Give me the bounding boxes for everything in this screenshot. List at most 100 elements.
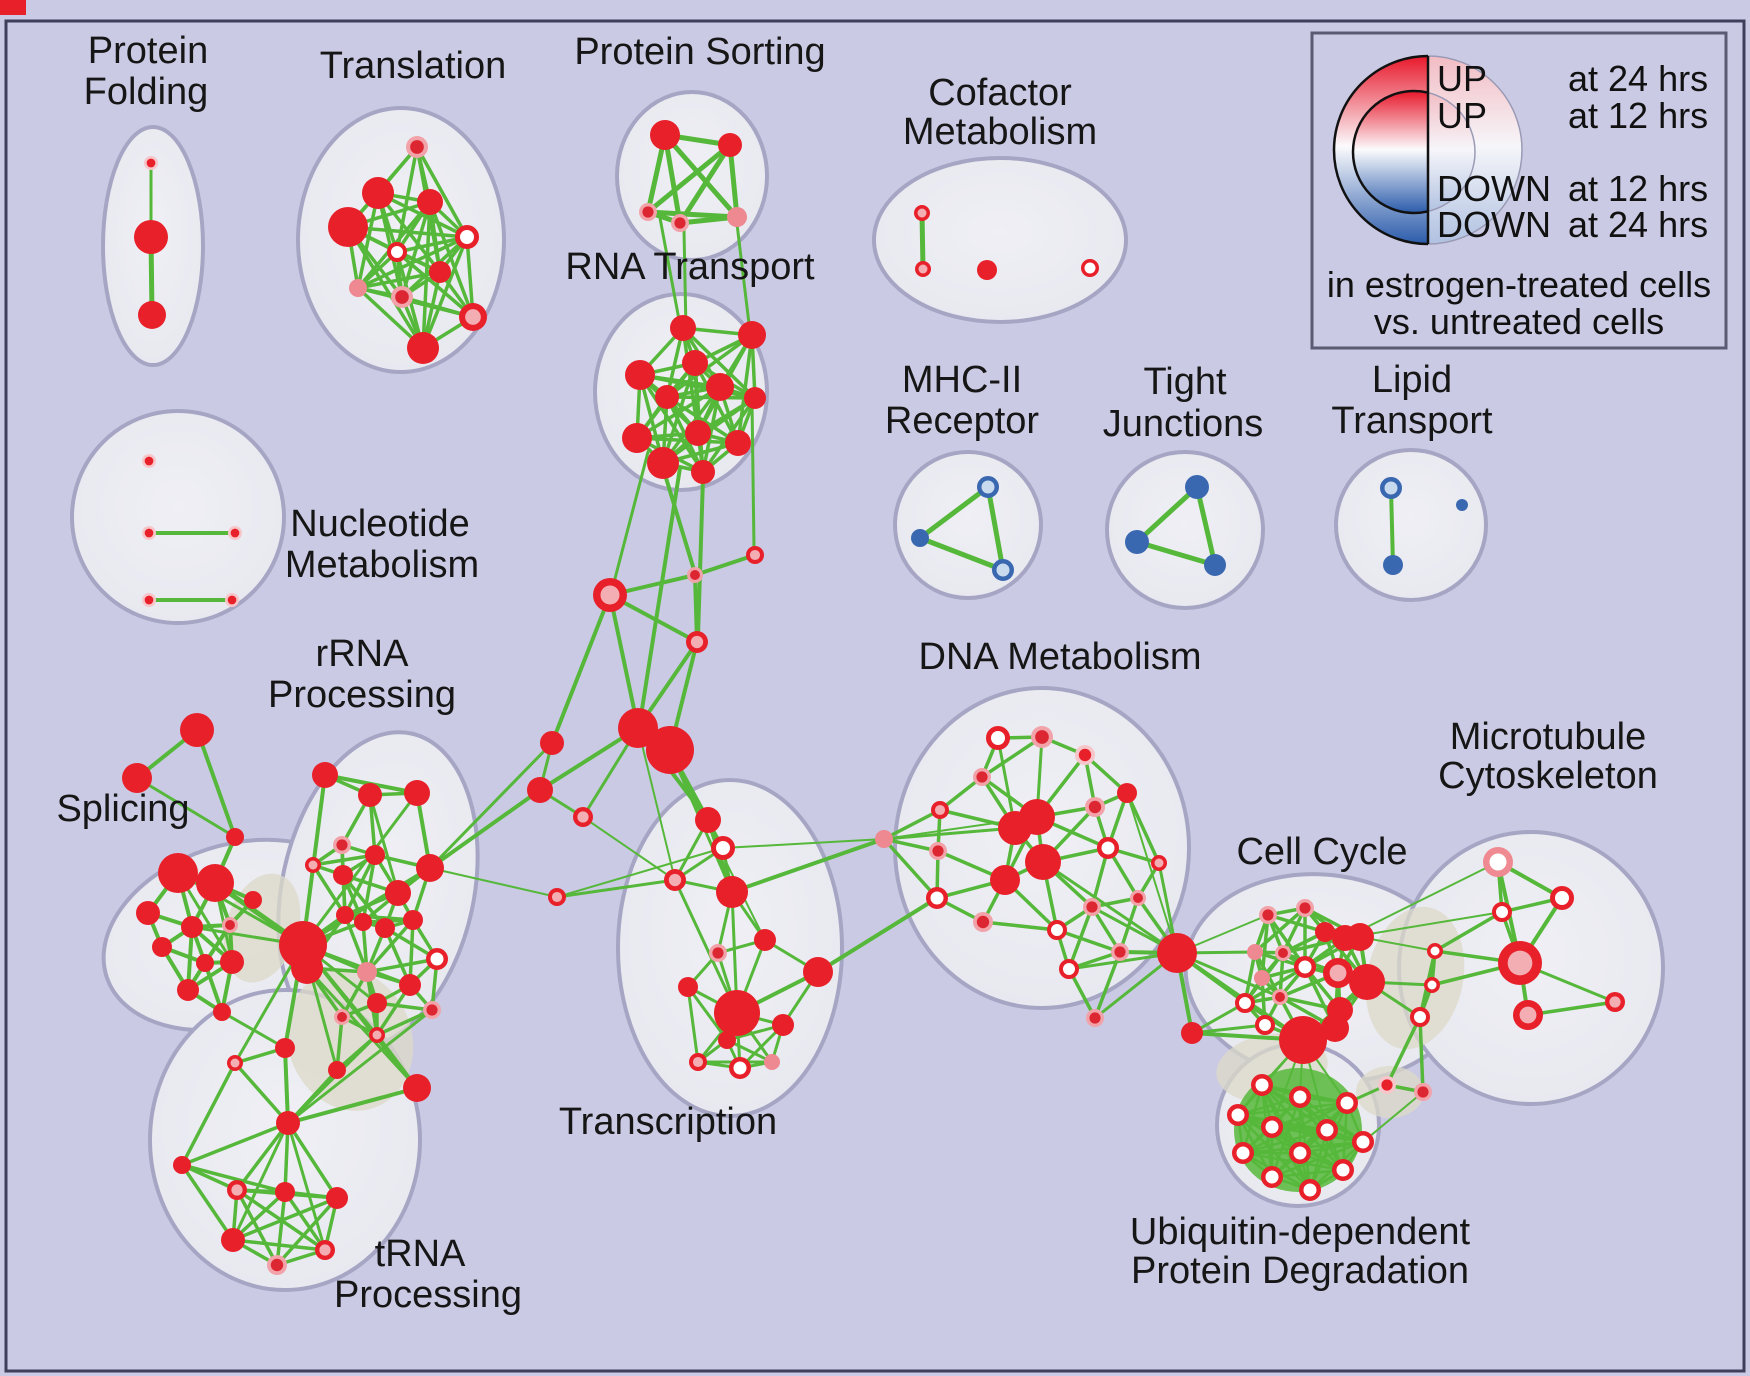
legend-box [1310,31,1728,350]
cluster-ellipse-mhc-ii-receptor [893,450,1043,600]
network-node-core [692,1056,704,1068]
network-node-core [1088,800,1102,814]
network-edge [556,847,724,898]
network-edge [1041,860,1179,955]
network-edge [233,1061,290,1125]
cluster-label-mhc-ii-receptor: Receptor [885,400,1040,442]
network-edge [736,333,754,445]
network-node [911,529,929,547]
network-node [738,321,766,349]
network-edge [665,333,754,399]
cluster-label-tight-junctions: Junctions [1103,403,1264,445]
network-node [727,207,747,227]
network-node [1019,799,1055,835]
cluster-label-microtubule-cytoskeleton: Microtubule [1450,716,1646,758]
network-node [1427,943,1443,959]
network-edge [235,1188,279,1267]
network-node [1289,1142,1311,1164]
network-edge [637,727,676,881]
network-node [1255,1015,1275,1035]
network-edge [645,142,733,215]
network-node-core [1035,730,1049,744]
network-node [1235,993,1255,1013]
network-node [349,279,367,297]
cluster-label-splicing: Splicing [56,788,189,830]
network-node [144,528,154,538]
network-node-core [577,811,589,823]
network-node [365,845,385,865]
network-edge [343,853,377,917]
network-edge [311,863,347,917]
network-node [986,726,1010,750]
network-edge [1270,1095,1302,1179]
network-node-core [336,839,348,851]
network-node-core [668,873,682,887]
network-edge [1241,1128,1329,1155]
network-edge [722,838,885,849]
network-edge [662,132,740,220]
network-node [1352,1131,1374,1153]
network-edge [661,466,696,572]
network-edge [429,867,558,898]
network-node-core [395,290,409,304]
network-node [1316,1119,1338,1141]
network-edge [1125,791,1161,865]
network-node-core [712,947,724,959]
network-edge [311,853,377,867]
network-node [275,1038,295,1058]
network-node [275,1182,295,1202]
network-node [977,260,997,280]
network-node-core [600,585,620,605]
legend-direction-label-2: DOWN [1437,168,1551,209]
network-edge [275,1190,287,1267]
network-node [714,990,760,1036]
network-node [180,713,214,747]
network-node [328,1061,346,1079]
network-edge [1194,484,1218,568]
network-node-core [1114,946,1126,958]
network-edge [305,966,419,1090]
network-node-core [918,264,928,274]
network-node [362,177,394,209]
network-edge [673,878,739,1015]
network-edge [1134,484,1200,545]
network-edge [696,475,705,638]
network-node [646,726,694,774]
network-node [718,1031,736,1049]
network-node [221,1228,245,1252]
network-node [336,906,354,924]
cluster-label-protein-folding: Protein [88,30,208,72]
network-edge [283,1046,290,1125]
network-edge [1190,1023,1267,1035]
network-node-core [319,1244,331,1256]
network-node [326,1187,348,1209]
cluster-label-ubiquitin-degradation: Ubiquitin-dependent [1130,1211,1471,1253]
network-edge [368,793,400,895]
network-edge [882,826,1017,841]
network-edge [550,593,612,745]
network-node [625,360,655,390]
network-node-core [1417,1086,1429,1098]
network-node-core [465,309,481,325]
network-edge [882,837,940,853]
network-node-core [308,860,318,870]
network-node-core [917,208,927,218]
network-node [407,332,439,364]
network-edge [235,1121,290,1192]
network-edge [1118,896,1140,954]
network-node [1483,847,1513,877]
cluster-label-cofactor-metabolism: Metabolism [903,111,1097,153]
network-edge [917,484,991,541]
network-edge [301,866,432,947]
cluster-label-dna-metabolism: DNA Metabolism [919,636,1202,678]
network-node-core [230,1058,240,1068]
network-edge [917,535,1006,573]
network-node [333,865,353,885]
network-edge [1418,1015,1425,1094]
network-node [358,783,382,807]
cluster-label-trna-processing: tRNA [375,1233,466,1275]
